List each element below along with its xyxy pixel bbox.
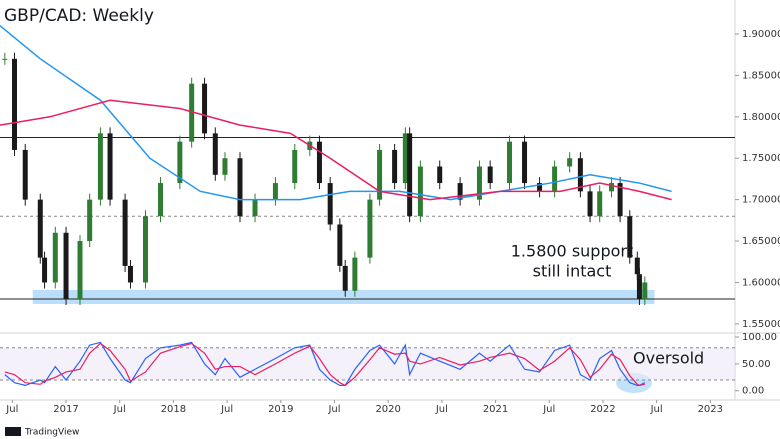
- x-tick-label: Jul: [542, 404, 555, 415]
- candle-body: [552, 166, 558, 192]
- x-tick-label: 2019: [268, 404, 293, 415]
- candle-body: [417, 166, 423, 217]
- moving-average: [0, 99, 672, 201]
- oversold-label: Oversold: [633, 349, 704, 368]
- candle-body: [252, 199, 258, 217]
- candle-body: [292, 149, 298, 184]
- candle-body: [316, 141, 322, 184]
- candle-body: [352, 257, 358, 291]
- candle-body: [609, 183, 615, 192]
- candle-body: [63, 232, 69, 300]
- candle-body: [237, 158, 243, 217]
- y-tick-label: 1.55000: [742, 319, 780, 330]
- candle-body: [212, 133, 218, 175]
- candle-body: [476, 166, 482, 200]
- y-tick-label: 1.75000: [742, 153, 780, 164]
- candle-body: [617, 183, 623, 217]
- candle-body: [437, 166, 443, 184]
- candle-body: [627, 216, 633, 258]
- x-tick-label: 2020: [375, 404, 400, 415]
- logo-icon: [5, 427, 21, 436]
- candle-body: [487, 166, 493, 184]
- x-tick-label: 2017: [53, 404, 78, 415]
- candle-body: [2, 58, 8, 60]
- y-tick-label: 1.60000: [742, 277, 780, 288]
- x-tick-label: Jul: [650, 404, 663, 415]
- oscillator-tick-label: 0.00: [742, 386, 764, 397]
- x-tick-label: Jul: [435, 404, 448, 415]
- candle-body: [87, 199, 93, 242]
- candle-body: [407, 133, 413, 217]
- candle-body: [127, 265, 133, 283]
- plot: 1.55000 1.60000 1.65000 1.70000 1.75000 1.800…: [0, 25, 780, 415]
- x-tick-label: Jul: [113, 404, 126, 415]
- candle-body: [642, 282, 648, 300]
- candle-body: [342, 265, 348, 291]
- candle-body: [37, 199, 43, 258]
- candle-body: [158, 183, 164, 217]
- annotation: still intact: [533, 262, 612, 281]
- chart-title: GBP/CAD: Weekly: [4, 6, 154, 26]
- x-tick-label: Jul: [327, 404, 340, 415]
- candle-body: [22, 149, 28, 200]
- candle-body: [222, 158, 228, 175]
- candle-body: [577, 158, 583, 192]
- candle-body: [327, 183, 333, 225]
- candle-body: [97, 133, 103, 200]
- footer: TradingView: [24, 428, 79, 438]
- candle-body: [392, 149, 398, 184]
- x-tick-label: 2021: [483, 404, 508, 415]
- y-tick-label: 1.90000: [742, 29, 780, 40]
- candle-body: [189, 83, 195, 142]
- y-tick-label: 1.80000: [742, 112, 780, 123]
- candle-body: [507, 141, 513, 184]
- candle-body: [177, 141, 183, 184]
- candle-body: [522, 141, 528, 184]
- y-tick-label: 1.65000: [742, 236, 780, 247]
- candle-body: [122, 199, 128, 266]
- candle-body: [636, 274, 642, 300]
- y-tick-label: 1.70000: [742, 195, 780, 206]
- candle-body: [567, 158, 573, 167]
- candle-body: [537, 183, 543, 192]
- moving-average: [0, 25, 672, 201]
- y-tick-label: 1.85000: [742, 70, 780, 81]
- x-tick-label: 2023: [698, 404, 723, 415]
- candle-body: [457, 183, 463, 200]
- candle-body: [142, 216, 148, 283]
- candle-body: [42, 257, 48, 283]
- x-tick-label: Jul: [220, 404, 233, 415]
- candle-body: [52, 232, 58, 283]
- candle-body: [337, 224, 343, 266]
- annotation: 1.5800 support: [511, 242, 634, 261]
- x-tick-label: 2018: [161, 404, 186, 415]
- candle-body: [367, 199, 373, 258]
- oscillator-line: [4, 342, 645, 387]
- candle-body: [587, 191, 593, 217]
- candle-body: [597, 191, 603, 217]
- candle-body: [202, 83, 208, 134]
- candle-body: [634, 257, 640, 275]
- candle-body: [77, 241, 83, 300]
- candle-body: [11, 58, 17, 150]
- x-tick-label: Jul: [5, 404, 18, 415]
- candle-body: [377, 149, 383, 200]
- oscillator-tick-label: 50.00: [742, 359, 771, 370]
- oscillator-tick-label: 100.00: [742, 332, 777, 343]
- x-tick-label: 2022: [590, 404, 615, 415]
- candle-body: [402, 133, 408, 184]
- candle-body: [272, 183, 278, 200]
- support-zone: [32, 289, 655, 305]
- candle-body: [107, 133, 113, 200]
